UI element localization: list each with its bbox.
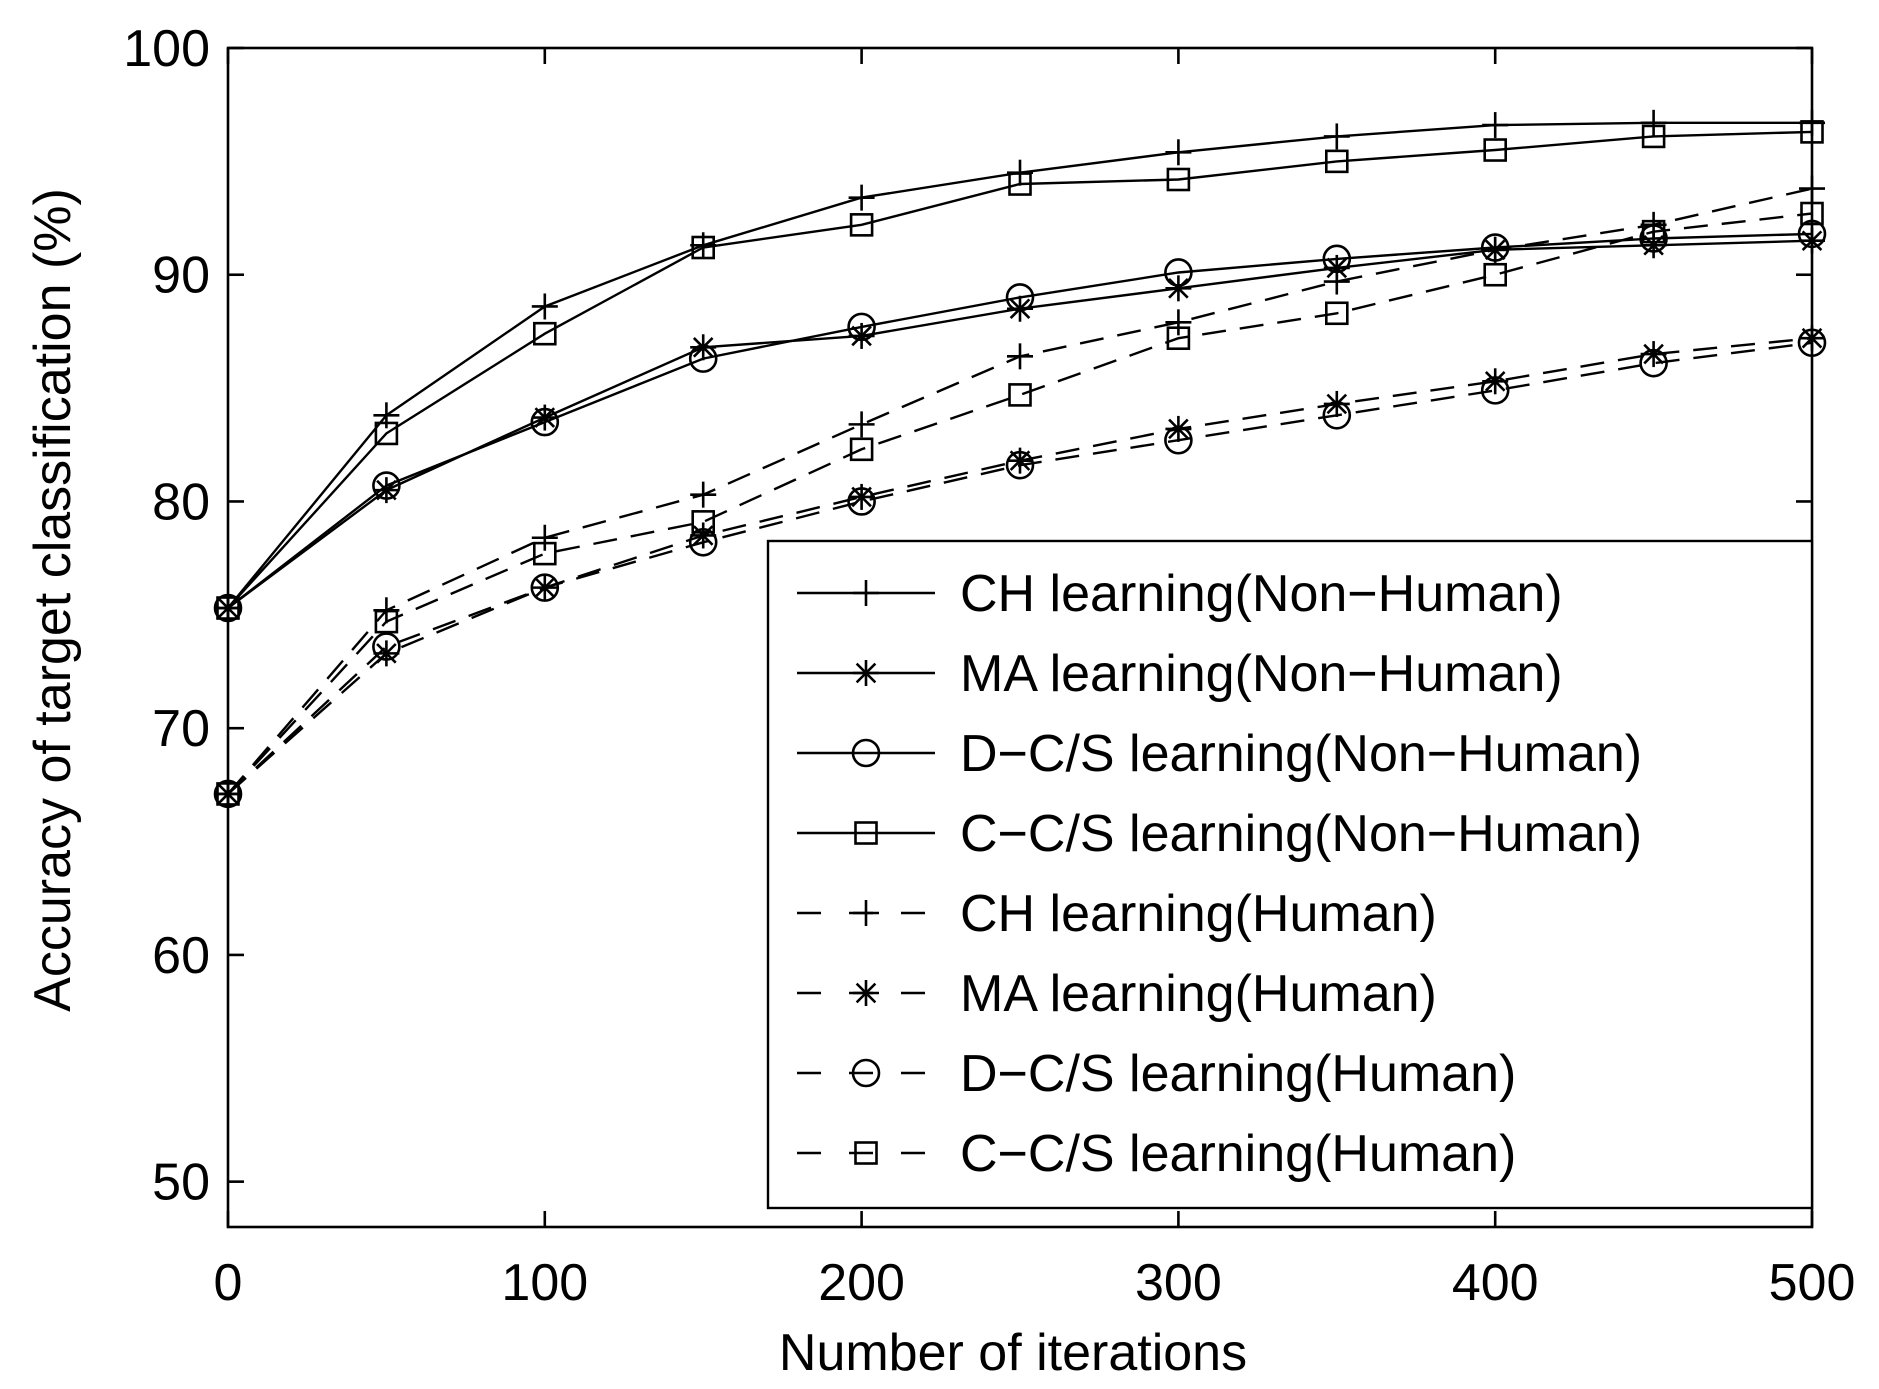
legend-entry-7: D−C/S learning(Human) (797, 1045, 1516, 1103)
data-point-s4-4 (849, 213, 874, 237)
x-tick-label-3: 300 (1135, 1254, 1222, 1312)
legend-marker-6 (853, 980, 879, 1006)
data-point-s4-5 (1008, 172, 1032, 196)
y-tick-label-1: 60 (152, 927, 210, 985)
series-line-4 (227, 130, 1813, 609)
data-point-s8-1 (374, 609, 399, 634)
data-point-s3-1 (372, 471, 401, 500)
data-point-s4-9 (1641, 124, 1666, 149)
data-point-s4-3 (691, 235, 716, 260)
x-tick-label-2: 200 (818, 1254, 905, 1312)
legend-label-7: D−C/S learning(Human) (960, 1045, 1516, 1103)
data-point-s8-4 (849, 437, 874, 462)
data-point-s2-6 (1165, 275, 1192, 302)
data-point-s7-8 (1480, 376, 1510, 405)
legend-label-4: C−C/S learning(Non−Human) (960, 805, 1642, 863)
legend-marker-1 (853, 580, 879, 606)
series-line-3 (227, 232, 1813, 609)
data-point-s3-2 (530, 407, 560, 437)
data-point-s7-2 (530, 573, 560, 602)
data-point-s7-9 (1639, 348, 1668, 378)
data-point-s8-8 (1483, 262, 1507, 287)
legend-entry-3: D−C/S learning(Non−Human) (797, 725, 1642, 783)
data-point-s3-5 (1005, 283, 1035, 312)
data-point-s5-4 (848, 411, 875, 438)
data-point-s5-8 (1482, 236, 1509, 263)
data-point-s4-7 (1325, 149, 1349, 174)
legend-label-1: CH learning(Non−Human) (960, 565, 1563, 623)
legend-marker-8 (854, 1141, 878, 1165)
data-point-s6-7 (1323, 390, 1350, 417)
legend-entry-8: C−C/S learning(Human) (797, 1125, 1516, 1183)
data-point-s1-7 (1323, 123, 1350, 150)
legend-label-6: MA learning(Human) (960, 965, 1437, 1023)
data-point-s5-3 (690, 481, 717, 508)
legend-label-2: MA learning(Non−Human) (960, 645, 1563, 703)
data-point-s4-1 (374, 421, 399, 446)
y-tick-label-2: 70 (152, 700, 210, 758)
x-tick-label-5: 500 (1769, 1254, 1856, 1312)
data-point-s4-2 (532, 321, 557, 346)
x-tick-label-4: 400 (1452, 1254, 1539, 1312)
legend: CH learning(Non−Human) MA learning(Non−Hu… (766, 539, 1814, 1210)
data-point-s5-9 (1640, 211, 1667, 238)
series-line-8 (227, 212, 1813, 795)
legend-marker-7 (851, 1058, 881, 1088)
legend-marker-3 (851, 738, 881, 768)
legend-entry-6: MA learning(Human) (797, 965, 1437, 1023)
data-point-s7-4 (847, 487, 876, 516)
data-point-s3-4 (847, 312, 876, 342)
data-point-s7-1 (372, 632, 401, 661)
data-point-s1-8 (1482, 112, 1509, 139)
data-point-s7-5 (1005, 450, 1035, 480)
series-line-7 (227, 341, 1813, 795)
y-tick-label-5: 100 (123, 20, 210, 78)
legend-entry-1: CH learning(Non−Human) (797, 565, 1563, 623)
x-axis-label: Number of iterations (779, 1324, 1247, 1382)
data-point-s5-2 (531, 524, 558, 551)
data-point-s4-6 (1166, 167, 1191, 192)
y-tick-label-3: 80 (152, 473, 210, 531)
legend-label-8: C−C/S learning(Human) (960, 1125, 1516, 1183)
legend-marker-5 (853, 900, 879, 926)
data-point-s8-2 (532, 541, 557, 566)
data-point-s7-7 (1322, 401, 1352, 430)
legend-entry-2: MA learning(Non−Human) (797, 645, 1563, 703)
data-point-s6-3 (690, 522, 717, 549)
data-point-s8-5 (1008, 383, 1032, 407)
data-point-s1-4 (848, 184, 875, 211)
data-point-s5-5 (1007, 343, 1033, 370)
legend-label-5: CH learning(Human) (960, 885, 1437, 943)
y-tick-label-4: 90 (152, 247, 210, 305)
data-point-s1-9 (1640, 109, 1667, 136)
legend-marker-4 (854, 821, 878, 845)
data-point-s8-3 (691, 510, 716, 534)
data-point-s4-8 (1483, 138, 1507, 162)
data-point-s3-3 (688, 344, 718, 373)
data-point-s8-7 (1325, 301, 1349, 326)
legend-marker-2 (853, 660, 879, 686)
data-point-s3-6 (1164, 258, 1193, 287)
legend-entry-4: C−C/S learning(Non−Human) (797, 805, 1642, 863)
y-tick-label-0: 50 (152, 1154, 210, 1212)
legend-entry-5: CH learning(Human) (797, 885, 1437, 943)
data-point-s5-6 (1165, 309, 1192, 336)
data-point-s7-3 (688, 527, 718, 557)
legend-label-3: D−C/S learning(Non−Human) (960, 725, 1642, 783)
y-axis-label: Accuracy of target classification (%) (24, 188, 82, 1012)
data-point-s1-6 (1165, 139, 1192, 166)
data-point-s8-6 (1166, 326, 1191, 351)
data-point-s5-7 (1323, 268, 1350, 295)
data-point-s1-2 (531, 293, 558, 320)
plot-area (213, 109, 1827, 809)
x-tick-label-1: 100 (501, 1254, 588, 1312)
axes: 0 100 200 300 400 500 50 60 70 80 90 100 (123, 20, 1855, 1312)
data-point-s8-9 (1641, 219, 1666, 244)
data-point-s6-1 (373, 640, 400, 667)
legend-box (766, 539, 1814, 1210)
data-point-s7-6 (1164, 425, 1193, 455)
x-tick-label-0: 0 (214, 1254, 243, 1312)
